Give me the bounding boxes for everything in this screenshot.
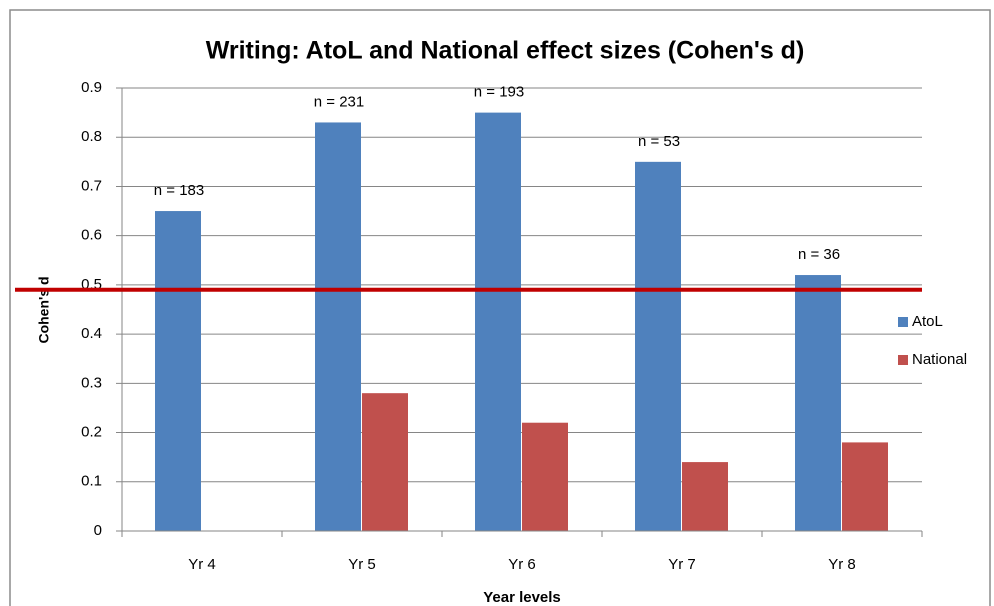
bar	[155, 211, 201, 532]
annotation: n = 183	[154, 182, 204, 199]
x-tick-label: Yr 8	[828, 556, 856, 573]
annotation: n = 231	[314, 93, 364, 110]
bar	[795, 275, 841, 531]
x-axis-label: Year levels	[483, 589, 561, 606]
y-tick-label: 0.8	[81, 128, 102, 145]
y-tick-label: 0.2	[81, 424, 102, 441]
x-tick-label: Yr 4	[188, 556, 216, 573]
y-tick-label: 0.7	[81, 177, 102, 194]
legend-label: National	[912, 351, 967, 368]
bar	[635, 161, 681, 532]
bar	[842, 442, 888, 531]
y-axis-label: Cohen's d	[36, 276, 52, 343]
annotation: n = 53	[638, 133, 680, 150]
bar	[362, 393, 408, 531]
x-tick-label: Yr 5	[348, 556, 376, 573]
x-tick-label: Yr 7	[668, 556, 696, 573]
legend-swatch	[898, 317, 908, 327]
y-tick-label: 0.3	[81, 374, 102, 391]
y-tick-label: 0	[94, 522, 102, 539]
bar	[475, 112, 521, 531]
legend-swatch	[898, 355, 908, 365]
annotation: n = 36	[798, 246, 840, 263]
x-tick-label: Yr 6	[508, 556, 536, 573]
bar	[315, 122, 361, 531]
bar	[682, 462, 728, 531]
y-tick-label: 0.9	[81, 79, 102, 96]
annotation: n = 193	[474, 84, 524, 101]
legend-label: AtoL	[912, 313, 943, 330]
y-tick-label: 0.4	[81, 325, 102, 342]
bar	[522, 422, 568, 531]
y-tick-label: 0.6	[81, 227, 102, 244]
chart-title: Writing: AtoL and National effect sizes …	[206, 37, 805, 65]
y-tick-label: 0.1	[81, 473, 102, 490]
